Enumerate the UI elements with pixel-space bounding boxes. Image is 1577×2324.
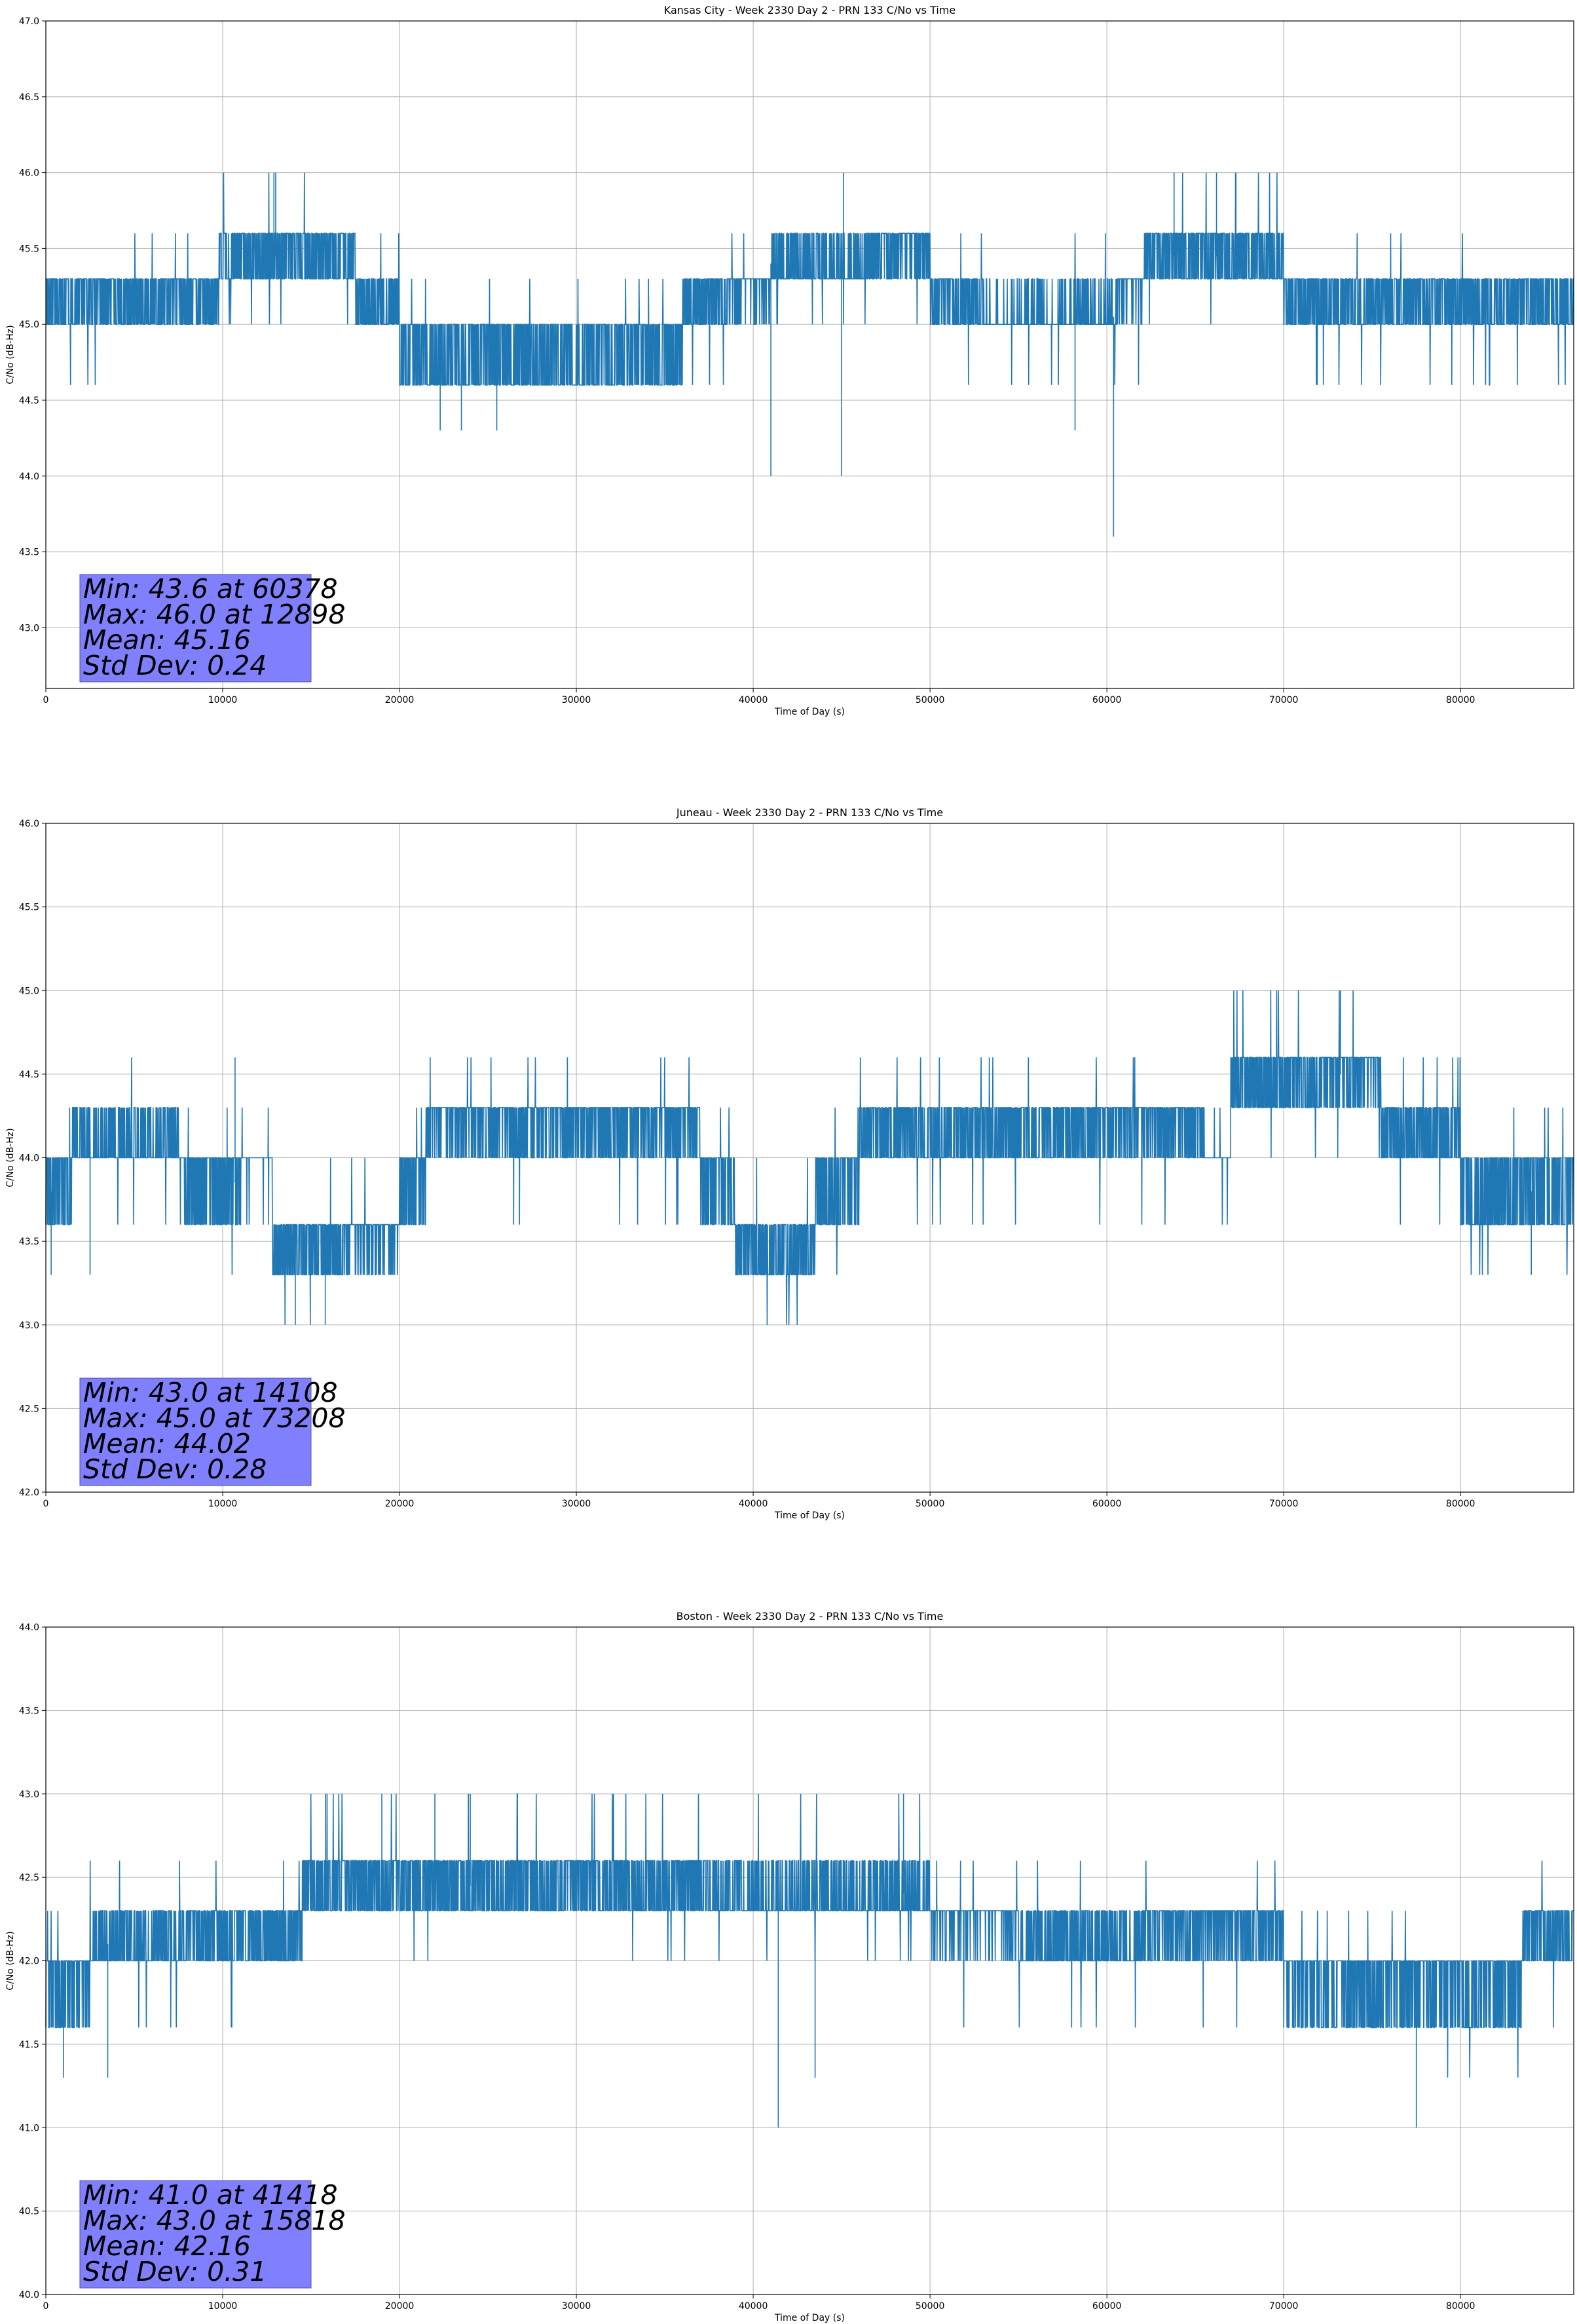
stats-max: Max: 46.0 at 12898 bbox=[83, 599, 346, 630]
y-tick-label: 42.5 bbox=[19, 1873, 39, 1883]
y-tick-label: 43.5 bbox=[19, 1237, 39, 1247]
x-tick-label: 30000 bbox=[562, 695, 591, 705]
y-tick-label: 45.0 bbox=[19, 320, 39, 330]
stats-mean: Mean: 45.16 bbox=[83, 624, 251, 656]
y-axis-label: C/No (dB-Hz) bbox=[5, 1128, 16, 1187]
series-line bbox=[45, 1793, 1574, 2078]
y-tick-label: 41.0 bbox=[19, 2123, 39, 2133]
stats-std-dev: Std Dev: 0.31 bbox=[83, 2256, 267, 2287]
stats-max: Max: 45.0 at 73208 bbox=[83, 1402, 346, 1434]
x-tick-label: 20000 bbox=[385, 1499, 415, 1509]
stats-min: Min: 43.6 at 60378 bbox=[83, 573, 338, 605]
x-axis-label: Time of Day (s) bbox=[774, 1510, 845, 1521]
x-tick-label: 60000 bbox=[1092, 695, 1122, 705]
y-tick-label: 42.0 bbox=[19, 1957, 39, 1967]
y-tick-label: 42.5 bbox=[19, 1404, 39, 1414]
stats-std-dev: Std Dev: 0.24 bbox=[83, 650, 267, 681]
axes-frame bbox=[45, 20, 1574, 689]
x-tick-label: 40000 bbox=[739, 2301, 768, 2312]
chart-kansas-city: 0 10000 20000 30000 40000 50000 60000 70000 8000… bbox=[5, 4, 1574, 717]
y-axis-label: C/No (dB-Hz) bbox=[5, 1931, 16, 1990]
x-tick-label: 80000 bbox=[1446, 2301, 1475, 2312]
y-tick-label: 46.0 bbox=[19, 168, 39, 179]
y-tick-label: 40.0 bbox=[19, 2290, 39, 2300]
stats-mean: Mean: 42.16 bbox=[83, 2230, 251, 2262]
x-tick-label: 0 bbox=[43, 695, 49, 705]
series-line bbox=[46, 172, 1574, 386]
outlier-spikes bbox=[50, 990, 1532, 1325]
stats-box-background bbox=[79, 2180, 312, 2289]
x-tick-label: 40000 bbox=[739, 695, 768, 705]
x-tick-label: 60000 bbox=[1092, 2301, 1122, 2312]
chart-title: Boston - Week 2330 Day 2 - PRN 133 C/No … bbox=[677, 1610, 944, 1622]
x-axis-label: Time of Day (s) bbox=[774, 707, 845, 717]
stats-min: Min: 41.0 at 41418 bbox=[83, 2179, 338, 2211]
outlier-spikes bbox=[63, 1793, 1417, 2128]
chart-boston: 0 10000 20000 30000 40000 50000 60000 70000 8000… bbox=[5, 1610, 1574, 2323]
chart-title: Kansas City - Week 2330 Day 2 - PRN 133 … bbox=[664, 4, 955, 16]
y-tick-label: 44.0 bbox=[19, 472, 39, 482]
stats-max: Max: 43.0 at 15818 bbox=[83, 2205, 346, 2236]
y-tick-label: 46.0 bbox=[19, 819, 39, 829]
x-tick-label: 0 bbox=[43, 2301, 49, 2312]
y-tick-label: 43.0 bbox=[19, 623, 39, 633]
x-tick-label: 50000 bbox=[916, 1499, 945, 1509]
x-tick-label: 50000 bbox=[916, 2301, 945, 2312]
y-tick-label: 45.5 bbox=[19, 244, 39, 254]
y-axis-label: C/No (dB-Hz) bbox=[5, 325, 16, 384]
x-tick-label: 20000 bbox=[385, 695, 415, 705]
x-tick-label: 10000 bbox=[208, 2301, 238, 2312]
y-tick-label: 44.0 bbox=[19, 1622, 39, 1633]
y-tick-label: 41.5 bbox=[19, 2040, 39, 2050]
x-tick-label: 70000 bbox=[1269, 695, 1299, 705]
x-axis-label: Time of Day (s) bbox=[774, 2313, 845, 2323]
y-tick-label: 45.5 bbox=[19, 903, 39, 913]
x-tick-label: 80000 bbox=[1446, 695, 1475, 705]
x-tick-label: 50000 bbox=[916, 695, 945, 705]
stats-box-background bbox=[79, 574, 312, 683]
x-tick-label: 20000 bbox=[385, 2301, 415, 2312]
y-tick-label: 42.0 bbox=[19, 1488, 39, 1498]
x-tick-label: 10000 bbox=[208, 695, 238, 705]
x-tick-label: 70000 bbox=[1269, 1499, 1299, 1509]
chart-juneau: 0 10000 20000 30000 40000 50000 60000 70000 8000… bbox=[5, 806, 1574, 1521]
y-tick-label: 43.5 bbox=[19, 1706, 39, 1716]
y-tick-label: 43.5 bbox=[19, 548, 39, 558]
x-tick-label: 0 bbox=[43, 1499, 49, 1509]
x-tick-label: 10000 bbox=[208, 1499, 238, 1509]
y-tick-label: 40.5 bbox=[19, 2207, 39, 2217]
y-tick-label: 47.0 bbox=[19, 16, 39, 27]
y-tick-label: 43.0 bbox=[19, 1790, 39, 1800]
chart-title: Juneau - Week 2330 Day 2 - PRN 133 C/No … bbox=[676, 806, 943, 819]
x-tick-label: 30000 bbox=[562, 1499, 591, 1509]
y-tick-label: 44.5 bbox=[19, 1070, 39, 1080]
y-tick-label: 46.5 bbox=[19, 92, 39, 103]
x-tick-label: 40000 bbox=[739, 1499, 768, 1509]
x-tick-label: 70000 bbox=[1269, 2301, 1299, 2312]
y-tick-label: 44.0 bbox=[19, 1153, 39, 1164]
y-tick-label: 43.0 bbox=[19, 1321, 39, 1331]
outlier-spikes bbox=[273, 172, 1237, 537]
ticks: 0 10000 20000 30000 40000 50000 60000 70000 8000… bbox=[19, 1622, 1475, 2312]
x-tick-label: 80000 bbox=[1446, 1499, 1475, 1509]
x-tick-label: 60000 bbox=[1092, 1499, 1122, 1509]
stats-min: Min: 43.0 at 14108 bbox=[83, 1377, 338, 1408]
x-tick-label: 30000 bbox=[562, 2301, 591, 2312]
stats-box-background bbox=[79, 1378, 312, 1486]
stats-mean: Mean: 44.02 bbox=[83, 1428, 251, 1459]
series-line bbox=[45, 990, 1574, 1325]
ticks: 0 10000 20000 30000 40000 50000 60000 70000 8000… bbox=[19, 16, 1475, 705]
stats-std-dev: Std Dev: 0.28 bbox=[83, 1453, 267, 1485]
ticks: 0 10000 20000 30000 40000 50000 60000 70000 8000… bbox=[19, 819, 1475, 1509]
y-tick-label: 45.0 bbox=[19, 986, 39, 996]
y-tick-label: 44.5 bbox=[19, 396, 39, 406]
